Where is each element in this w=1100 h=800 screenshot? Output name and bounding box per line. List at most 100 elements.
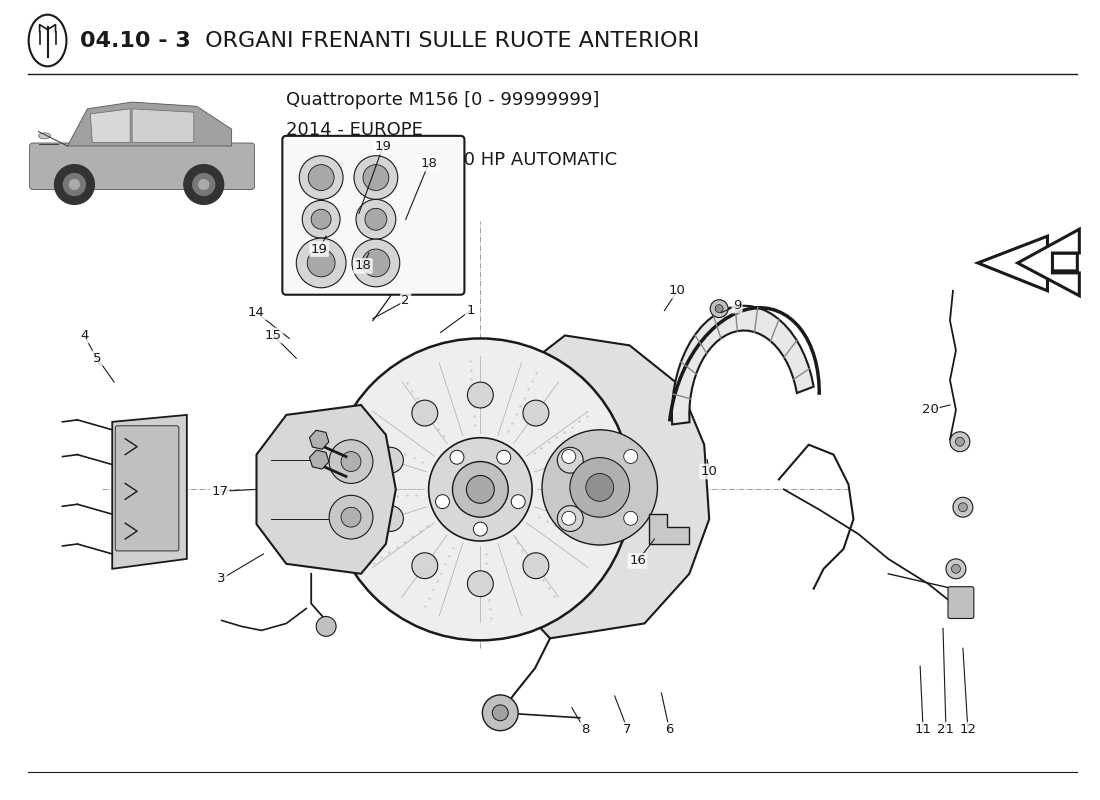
Text: 3.0 TDS V6 2WD 250 HP AUTOMATIC: 3.0 TDS V6 2WD 250 HP AUTOMATIC — [286, 150, 617, 169]
Circle shape — [308, 165, 334, 190]
Circle shape — [711, 300, 728, 318]
Text: 12: 12 — [959, 723, 977, 736]
Circle shape — [192, 174, 215, 195]
Circle shape — [450, 450, 464, 464]
Polygon shape — [112, 415, 187, 569]
Text: 16: 16 — [629, 554, 646, 567]
Text: 9: 9 — [733, 299, 741, 312]
Text: Quattroporte M156 [0 - 99999999]: Quattroporte M156 [0 - 99999999] — [286, 91, 600, 109]
Circle shape — [429, 438, 532, 541]
Circle shape — [952, 564, 960, 574]
Circle shape — [199, 179, 209, 190]
Circle shape — [558, 447, 583, 473]
Circle shape — [953, 498, 972, 517]
Circle shape — [352, 239, 399, 286]
Text: 2014 - EUROPE: 2014 - EUROPE — [286, 121, 424, 139]
Circle shape — [493, 705, 508, 721]
Circle shape — [512, 494, 525, 509]
Circle shape — [436, 494, 450, 509]
Circle shape — [522, 400, 549, 426]
Circle shape — [356, 199, 396, 239]
Text: 4: 4 — [80, 329, 89, 342]
Circle shape — [363, 165, 388, 190]
Circle shape — [624, 511, 638, 526]
Text: 19: 19 — [374, 140, 392, 154]
Text: 14: 14 — [249, 306, 265, 319]
Text: 8: 8 — [581, 723, 589, 736]
Polygon shape — [132, 109, 194, 142]
Circle shape — [296, 238, 346, 288]
Polygon shape — [672, 306, 814, 425]
Text: 7: 7 — [624, 723, 631, 736]
Circle shape — [482, 695, 518, 730]
Ellipse shape — [29, 14, 66, 66]
Circle shape — [354, 156, 398, 199]
Ellipse shape — [39, 133, 51, 139]
Text: 18: 18 — [420, 157, 437, 170]
Circle shape — [377, 506, 404, 531]
Circle shape — [184, 165, 223, 204]
Polygon shape — [90, 109, 130, 142]
Text: 18: 18 — [354, 259, 372, 273]
Circle shape — [570, 458, 629, 517]
Circle shape — [466, 475, 494, 503]
FancyBboxPatch shape — [948, 586, 974, 618]
Circle shape — [411, 553, 438, 578]
Text: 2: 2 — [402, 294, 410, 307]
Circle shape — [542, 430, 658, 545]
Text: 11: 11 — [914, 723, 932, 736]
Circle shape — [341, 507, 361, 527]
Text: 10: 10 — [701, 465, 717, 478]
Polygon shape — [498, 335, 710, 638]
Circle shape — [950, 432, 970, 452]
Circle shape — [562, 511, 575, 526]
Circle shape — [411, 400, 438, 426]
FancyBboxPatch shape — [116, 426, 179, 551]
Text: 3: 3 — [218, 572, 226, 586]
Circle shape — [307, 249, 336, 277]
Polygon shape — [1018, 229, 1079, 296]
Circle shape — [329, 338, 631, 640]
Circle shape — [497, 450, 510, 464]
Circle shape — [365, 208, 387, 230]
Circle shape — [299, 156, 343, 199]
Circle shape — [586, 474, 614, 502]
Text: 04.10 - 3: 04.10 - 3 — [80, 30, 191, 50]
Text: 5: 5 — [94, 352, 101, 365]
Circle shape — [55, 165, 95, 204]
Circle shape — [362, 249, 389, 277]
Polygon shape — [67, 102, 232, 146]
Polygon shape — [256, 405, 396, 574]
Circle shape — [473, 522, 487, 536]
Circle shape — [956, 438, 965, 446]
Circle shape — [316, 617, 337, 636]
Text: 17: 17 — [211, 485, 228, 498]
Circle shape — [715, 305, 723, 313]
Text: 1: 1 — [466, 304, 475, 317]
Circle shape — [69, 179, 79, 190]
Circle shape — [64, 174, 86, 195]
Circle shape — [946, 559, 966, 578]
Circle shape — [377, 447, 404, 473]
Circle shape — [468, 382, 493, 408]
FancyBboxPatch shape — [30, 143, 254, 190]
Circle shape — [452, 462, 508, 517]
Text: 19: 19 — [310, 242, 328, 255]
Circle shape — [302, 200, 340, 238]
Circle shape — [329, 440, 373, 483]
Circle shape — [624, 450, 638, 463]
Circle shape — [562, 450, 575, 463]
Text: 6: 6 — [666, 723, 673, 736]
FancyBboxPatch shape — [283, 136, 464, 294]
Text: ORGANI FRENANTI SULLE RUOTE ANTERIORI: ORGANI FRENANTI SULLE RUOTE ANTERIORI — [198, 30, 700, 50]
Text: 10: 10 — [669, 284, 685, 298]
Text: 21: 21 — [937, 723, 955, 736]
Circle shape — [329, 495, 373, 539]
Circle shape — [311, 210, 331, 229]
Text: 15: 15 — [265, 329, 282, 342]
Circle shape — [522, 553, 549, 578]
Circle shape — [558, 506, 583, 531]
Polygon shape — [649, 514, 690, 544]
Polygon shape — [978, 236, 1077, 290]
Text: 20: 20 — [922, 403, 938, 417]
